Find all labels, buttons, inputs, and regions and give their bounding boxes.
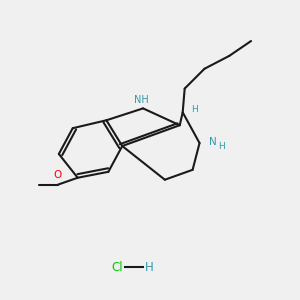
Text: H: H: [218, 142, 225, 151]
Text: NH: NH: [134, 95, 149, 105]
Text: N: N: [209, 136, 217, 147]
Text: H: H: [145, 261, 153, 274]
Text: O: O: [54, 170, 62, 180]
Text: Cl: Cl: [112, 261, 123, 274]
Text: H: H: [191, 106, 198, 115]
